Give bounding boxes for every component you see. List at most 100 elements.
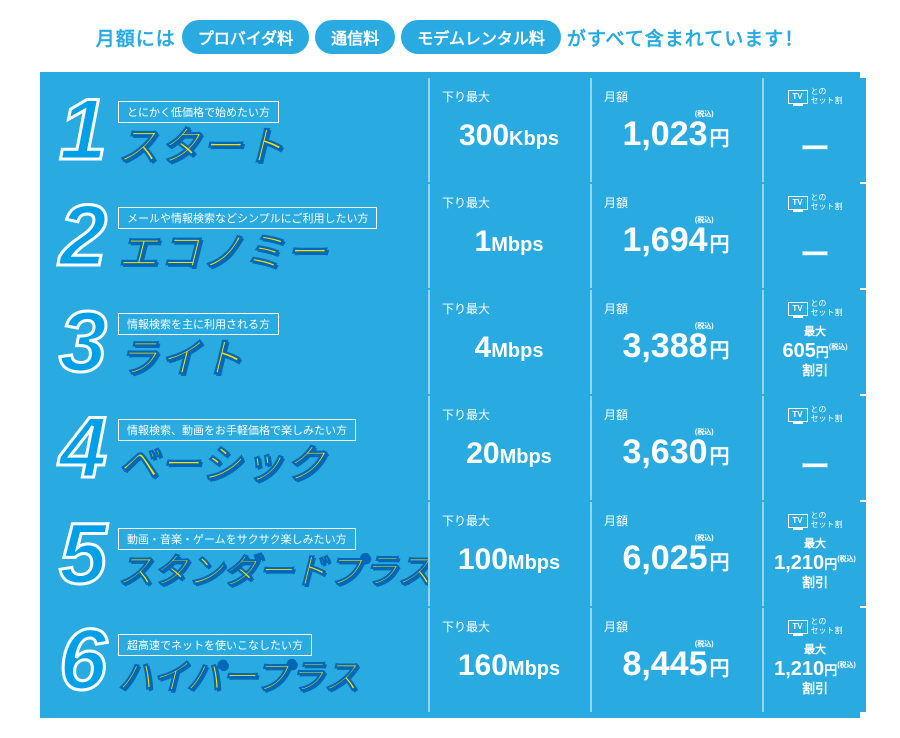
plan-tagline: 情報検索、動画をお手軽価格で楽しみたい方	[118, 419, 356, 441]
price-label: 月額	[592, 300, 628, 317]
tv-set-label: との セット割	[811, 194, 843, 212]
tv-set-label: との セット割	[811, 88, 843, 106]
speed-cell: 下り最大4Mbps	[428, 290, 588, 394]
plan-tagline: 超高速でネットを使いこなしたい方	[118, 634, 312, 656]
speed-label: 下り最大	[430, 300, 490, 317]
speed-cell: 下り最大 160Mbps	[428, 608, 588, 712]
speed-value: 1Mbps	[475, 225, 544, 259]
speed-label: 下り最大	[430, 88, 490, 105]
speed-cell: 下り最大 100Mbps	[428, 502, 588, 606]
pill-provider: プロバイダ料	[182, 20, 309, 54]
price-value: (税込)1,023円	[622, 115, 729, 154]
plan-info: とにかく低価格で始めたい方スタート	[114, 93, 426, 167]
tv-badge: TVとの セット割	[788, 512, 843, 530]
tv-icon: TV	[788, 514, 808, 528]
plan-number: 1	[52, 87, 114, 173]
tv-discount: 最大605円(税込)割引	[782, 326, 847, 379]
price-label: 月額	[592, 512, 628, 529]
plan-row: 6超高速でネットを使いこなしたい方ハイパープラス下り最大160Mbps月額(税込…	[46, 608, 854, 712]
page-container: 月額には プロバイダ料 通信料 モデムレンタル料 がすべて含まれています！ 1と…	[0, 0, 900, 738]
tv-badge: TVとの セット割	[788, 88, 843, 106]
plan-number: 6	[52, 617, 114, 703]
speed-value: 20Mbps	[466, 437, 552, 471]
tv-badge: TVとの セット割	[788, 406, 843, 424]
tv-dash: ー	[800, 124, 830, 168]
tv-cell: TVとの セット割ー	[762, 396, 866, 500]
tv-set-label: との セット割	[811, 512, 843, 530]
plan-info: 超高速でネットを使いこなしたい方ハイパープラス	[114, 626, 426, 695]
plan-info: 動画・音楽・ゲームをサクサク楽しみたい方スタンダードプラス	[114, 520, 432, 589]
price-cell: 月額 (税込)1,694円	[590, 184, 760, 288]
tv-badge: TVとの セット割	[788, 194, 843, 212]
speed-label: 下り最大	[430, 512, 490, 529]
plan-name: ベーシック	[118, 445, 426, 485]
price-value: (税込)1,694円	[622, 221, 729, 260]
plan-table: 1とにかく低価格で始めたい方スタート下り最大300Kbps月額(税込)1,023…	[40, 72, 860, 718]
speed-label: 下り最大	[430, 618, 490, 635]
tv-dash: ー	[800, 230, 830, 274]
tv-cell: TVとの セット割ー	[762, 78, 866, 182]
tv-icon: TV	[788, 620, 808, 634]
price-cell: 月額 (税込)3,388円	[590, 290, 760, 394]
plan-name: ハイパープラス	[118, 660, 426, 695]
plan-tagline: メールや情報検索などシンプルにご利用したい方	[118, 207, 377, 229]
plan-info: 情報検索、動画をお手軽価格で楽しみたい方ベーシック	[114, 411, 426, 485]
tv-set-label: との セット割	[811, 406, 843, 424]
plan-number: 2	[52, 193, 114, 279]
plan-cell: 1とにかく低価格で始めたい方スタート	[46, 78, 426, 182]
speed-cell: 下り最大 1Mbps	[428, 184, 588, 288]
speed-value: 160Mbps	[458, 649, 560, 683]
plan-name: スタート	[118, 127, 426, 167]
plan-cell: 6超高速でネットを使いこなしたい方ハイパープラス	[46, 608, 426, 712]
speed-value: 100Mbps	[458, 543, 560, 577]
price-value: (税込)3,388円	[622, 327, 729, 366]
price-value: (税込)8,445円	[622, 645, 729, 684]
tv-discount: 最大1,210円(税込)割引	[774, 538, 856, 591]
plan-number: 4	[52, 405, 114, 491]
header-row: 月額には プロバイダ料 通信料 モデムレンタル料 がすべて含まれています！	[40, 20, 860, 54]
plan-name: ライト	[118, 339, 426, 379]
plan-tagline: 動画・音楽・ゲームをサクサク楽しみたい方	[118, 528, 356, 550]
plan-cell: 4情報検索、動画をお手軽価格で楽しみたい方ベーシック	[46, 396, 426, 500]
tv-cell: TVとの セット割ー	[762, 184, 866, 288]
pill-modem: モデムレンタル料	[401, 20, 561, 54]
plan-row: 4情報検索、動画をお手軽価格で楽しみたい方ベーシック下り最大20Mbps月額(税…	[46, 396, 854, 500]
price-value: (税込)3,630円	[622, 433, 729, 472]
tv-icon: TV	[788, 196, 808, 210]
tv-cell: TVとの セット割最大1,210円(税込)割引	[762, 608, 866, 712]
tv-dash: ー	[800, 442, 830, 486]
header-lead: 月額には	[96, 24, 176, 51]
price-label: 月額	[592, 88, 628, 105]
plan-name: エコノミー	[118, 233, 426, 273]
tv-set-label: との セット割	[811, 618, 843, 636]
price-cell: 月額(税込)6,025円	[590, 502, 760, 606]
header-tail: がすべて含まれています！	[567, 24, 804, 51]
plan-number: 3	[52, 299, 114, 385]
tv-set-label: との セット割	[811, 300, 843, 318]
tv-icon: TV	[788, 90, 808, 104]
price-cell: 月額 (税込)1,023円	[590, 78, 760, 182]
tv-badge: TVとの セット割	[788, 618, 843, 636]
speed-label: 下り最大	[430, 194, 490, 211]
plan-cell: 3情報検索を主に利用される方ライト	[46, 290, 426, 394]
tv-badge: TVとの セット割	[788, 300, 843, 318]
speed-cell: 下り最大 20Mbps	[428, 396, 588, 500]
plan-tagline: とにかく低価格で始めたい方	[118, 101, 279, 123]
plan-row: 3情報検索を主に利用される方ライト下り最大4Mbps月額 (税込)3,388円 TV…	[46, 290, 854, 394]
plan-info: メールや情報検索などシンプルにご利用したい方エコノミー	[114, 199, 426, 273]
tv-icon: TV	[788, 302, 808, 316]
price-label: 月額	[592, 618, 628, 635]
tv-discount: 最大1,210円(税込)割引	[774, 644, 856, 697]
price-label: 月額	[592, 406, 628, 423]
price-cell: 月額 (税込)3,630円	[590, 396, 760, 500]
tv-cell: TVとの セット割最大1,210円(税込)割引	[762, 502, 866, 606]
plan-name: スタンダードプラス	[118, 554, 432, 589]
plan-info: 情報検索を主に利用される方ライト	[114, 305, 426, 379]
speed-label: 下り最大	[430, 406, 490, 423]
tv-icon: TV	[788, 408, 808, 422]
price-label: 月額	[592, 194, 628, 211]
pill-comm: 通信料	[315, 20, 395, 54]
plan-number: 5	[52, 511, 114, 597]
speed-value: 300Kbps	[459, 119, 559, 153]
speed-cell: 下り最大 300Kbps	[428, 78, 588, 182]
